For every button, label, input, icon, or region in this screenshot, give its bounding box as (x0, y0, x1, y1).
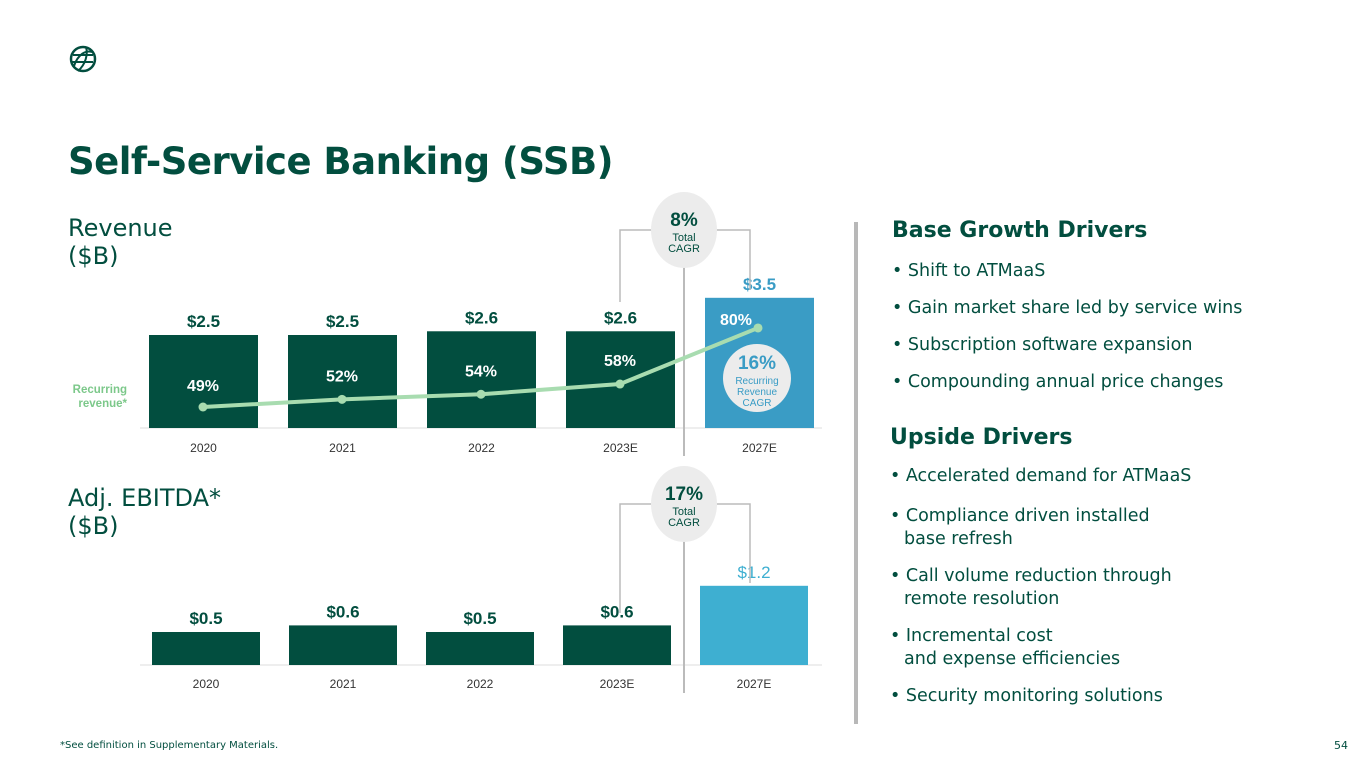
upside-driver-item: base refresh (904, 529, 1013, 549)
line-value-label: 54% (465, 363, 497, 380)
recurring-cagr-label: Recurring (735, 376, 778, 387)
upside-drivers-title: Upside Drivers (890, 425, 1073, 450)
x-tick-label: 2023E (603, 441, 638, 455)
upside-driver-item: • Security monitoring solutions (890, 686, 1163, 706)
line-point (337, 394, 347, 404)
cagr-label: Total (672, 232, 695, 244)
x-tick-label: 2021 (330, 677, 357, 691)
page-title: Self-Service Banking (SSB) (68, 140, 614, 183)
bar-value-label: $1.2 (737, 563, 770, 582)
bar (289, 625, 397, 665)
footnote: *See definition in Supplementary Materia… (60, 740, 279, 751)
bar (427, 331, 536, 428)
ebitda-heading: Adj. EBITDA* ($B) (68, 484, 221, 540)
cagr-bubble (651, 192, 717, 268)
x-tick-label: 2022 (468, 441, 495, 455)
bar (152, 632, 260, 665)
x-tick-label: 2027E (742, 441, 777, 455)
line-value-label: 52% (326, 368, 358, 385)
cagr-label: Total (672, 506, 695, 518)
cagr-label: CAGR (668, 517, 700, 529)
x-tick-label: 2020 (190, 441, 217, 455)
line-value-label: 80% (720, 312, 752, 329)
charts: $2.5 2020 $2.5 2021 $2.6 2022 $2.6 2023E $3.5 202… (73, 192, 822, 693)
bar-value-label: $0.5 (189, 609, 222, 628)
cagr-value: 17% (665, 484, 703, 505)
cagr-label: CAGR (668, 243, 700, 255)
base-driver-item: • Shift to ATMaaS (892, 261, 1046, 281)
bar-value-label: $2.6 (465, 308, 498, 327)
line-legend-label: Recurring (73, 384, 127, 396)
x-tick-label: 2021 (329, 441, 356, 455)
bar-value-label: $0.6 (326, 602, 359, 621)
bar-value-label: $3.5 (743, 275, 776, 294)
recurring-cagr-value: 16% (738, 353, 776, 374)
x-tick-label: 2023E (600, 677, 635, 691)
x-tick-label: 2020 (193, 677, 220, 691)
recurring-cagr-bubble (723, 344, 791, 412)
recurring-cagr-label: CAGR (743, 398, 772, 409)
upside-driver-item: and expense efficiencies (904, 649, 1121, 669)
line-value-label: 58% (604, 353, 636, 370)
divider (854, 222, 858, 724)
bar-value-label: $0.6 (600, 602, 633, 621)
bar (700, 585, 808, 665)
page-number: 54 (1334, 739, 1348, 752)
bar (288, 335, 397, 428)
bar (563, 625, 671, 665)
base-driver-item: • Compounding annual price changes (892, 372, 1224, 392)
x-tick-label: 2022 (467, 677, 494, 691)
bar-value-label: $2.5 (326, 312, 359, 331)
bar (149, 335, 258, 428)
globe-logo-icon (69, 45, 97, 73)
base-driver-item: • Subscription software expansion (892, 335, 1193, 355)
line-point (198, 402, 208, 412)
bar-value-label: $2.5 (187, 312, 220, 331)
upside-driver-item: • Incremental cost (890, 626, 1053, 646)
x-tick-label: 2027E (737, 677, 772, 691)
bar-value-label: $0.5 (463, 609, 496, 628)
upside-driver-item: • Compliance driven installed (890, 506, 1150, 526)
base-driver-item: • Gain market share led by service wins (892, 298, 1243, 318)
line-point (753, 323, 763, 333)
line-point (615, 379, 625, 389)
cagr-value: 8% (670, 210, 698, 231)
upside-driver-item: remote resolution (904, 589, 1060, 609)
bar (426, 632, 534, 665)
line-value-label: 49% (187, 378, 219, 395)
cagr-bubble (651, 466, 717, 542)
base-drivers-title: Base Growth Drivers (892, 218, 1148, 243)
line-legend-label: revenue* (78, 398, 127, 410)
line-point (476, 389, 486, 399)
upside-driver-item: • Call volume reduction through (890, 566, 1172, 586)
bar-value-label: $2.6 (604, 308, 637, 327)
revenue-heading: Revenue ($B) (68, 214, 173, 270)
recurring-cagr-label: Revenue (737, 387, 777, 398)
upside-driver-item: • Accelerated demand for ATMaaS (890, 466, 1192, 486)
